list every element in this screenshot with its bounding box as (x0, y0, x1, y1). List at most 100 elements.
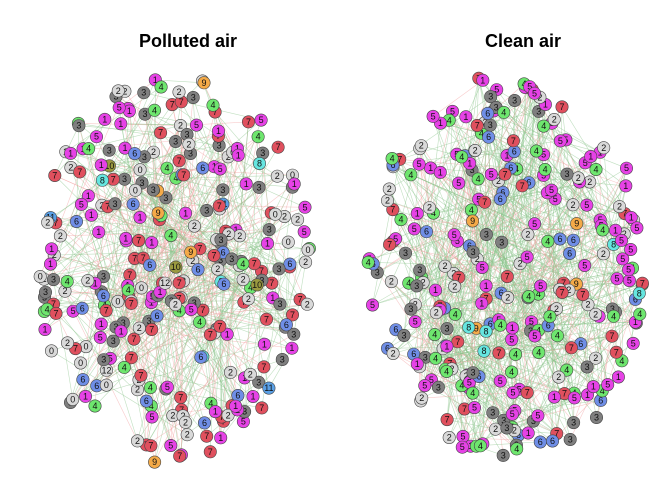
network-node (448, 279, 462, 293)
network-node-label: 4 (536, 289, 541, 299)
network-node-label: 0 (138, 165, 143, 175)
network-node (529, 144, 543, 158)
network-node (492, 346, 506, 360)
network-node-label: 8 (481, 346, 486, 356)
network-node (528, 217, 542, 231)
network-node-label: 3 (512, 96, 517, 106)
network-node-label: 3 (259, 275, 264, 285)
network-node-label: 3 (564, 169, 569, 179)
network-node-label: 5 (584, 200, 589, 210)
network-node-label: 6 (94, 381, 99, 391)
network-node-label: 7 (525, 388, 530, 398)
network-node-label: 5 (538, 281, 543, 291)
network-node-label: 1 (444, 341, 449, 351)
network-node (544, 183, 558, 197)
network-node-label: 5 (218, 164, 223, 174)
network-node (84, 208, 98, 222)
network-node-label: 0 (273, 209, 278, 219)
network-node-label: 4 (408, 170, 413, 180)
network-node (272, 262, 286, 276)
network-node-label: 4 (366, 257, 371, 267)
network-node-label: 1 (552, 392, 557, 402)
network-node-label: 3 (488, 92, 493, 102)
network-node-label: 12 (101, 365, 111, 375)
network-node-label: 7 (177, 293, 182, 303)
network-node-label: 3 (151, 185, 156, 195)
network-node-label: 1 (629, 213, 634, 223)
network-node (589, 351, 603, 365)
network-node-label: 4 (469, 205, 474, 215)
network-node-label: 7 (178, 392, 183, 402)
network-node (412, 157, 426, 171)
network-node-label: 5 (241, 417, 246, 427)
network-node-label: 6 (131, 199, 136, 209)
network-node (193, 315, 207, 329)
network-edge (120, 190, 136, 332)
network-node (93, 330, 107, 344)
network-node-label: 1 (49, 244, 54, 254)
network-node-label: 6 (488, 319, 493, 329)
network-node (497, 105, 511, 119)
network-edge (268, 348, 293, 389)
network-edge (512, 177, 579, 415)
network-edge (393, 284, 643, 354)
network-node-label: 4 (122, 362, 127, 372)
network-node (271, 140, 285, 154)
network-node (70, 215, 84, 229)
network-node (484, 167, 498, 181)
network-node-label: 2 (248, 369, 253, 379)
network-node-label: 4 (432, 330, 437, 340)
network-edge (202, 309, 294, 335)
network-node (74, 197, 88, 211)
network-node-label: 1 (123, 233, 128, 243)
network-node-label: 5 (532, 331, 537, 341)
network-node-label: 6 (132, 149, 137, 159)
network-node (197, 76, 211, 90)
network-node-label: 2 (427, 203, 432, 213)
network-node-label: 7 (640, 278, 645, 288)
network-node (484, 90, 498, 104)
network-node (60, 336, 74, 350)
network-node (419, 225, 433, 239)
network-node (260, 237, 274, 251)
network-node (143, 258, 157, 272)
network-edge (399, 133, 482, 160)
network-node (38, 285, 52, 299)
network-node-label: 5 (582, 261, 587, 271)
network-edge (451, 293, 539, 370)
network-node (255, 401, 269, 415)
network-edge (429, 156, 462, 208)
network-node (384, 275, 398, 289)
network-node (169, 135, 183, 149)
network-node (211, 262, 225, 276)
network-node (217, 277, 231, 291)
network-node-label: 2 (505, 293, 510, 303)
network-node-label: 4 (564, 365, 569, 375)
network-node-label: 2 (419, 141, 424, 151)
network-node-label: 7 (482, 197, 487, 207)
network-node-label: 5 (525, 252, 530, 262)
network-node-label: 2 (473, 146, 478, 156)
network-node-label: 4 (248, 283, 253, 293)
network-node (534, 279, 548, 293)
network-node (473, 439, 487, 453)
network-node-label: 1 (265, 239, 270, 249)
network-edge (421, 145, 473, 222)
network-node-label: 2 (593, 353, 598, 363)
network-node (521, 227, 535, 241)
network-node-label: 1 (463, 112, 468, 122)
network-node (505, 321, 519, 335)
network-node (553, 134, 567, 148)
network-node (43, 257, 57, 271)
network-node-label: 2 (45, 217, 50, 227)
network-node (106, 334, 120, 348)
network-node (589, 307, 603, 321)
network-node (505, 407, 519, 421)
network-node-label: 3 (141, 88, 146, 98)
network-edge (478, 78, 588, 206)
network-node (283, 257, 297, 271)
network-node-label: 5 (583, 158, 588, 168)
network-node-label: 2 (576, 173, 581, 183)
network-node-label: 7 (387, 240, 392, 250)
network-node-label: 6 (476, 372, 481, 382)
